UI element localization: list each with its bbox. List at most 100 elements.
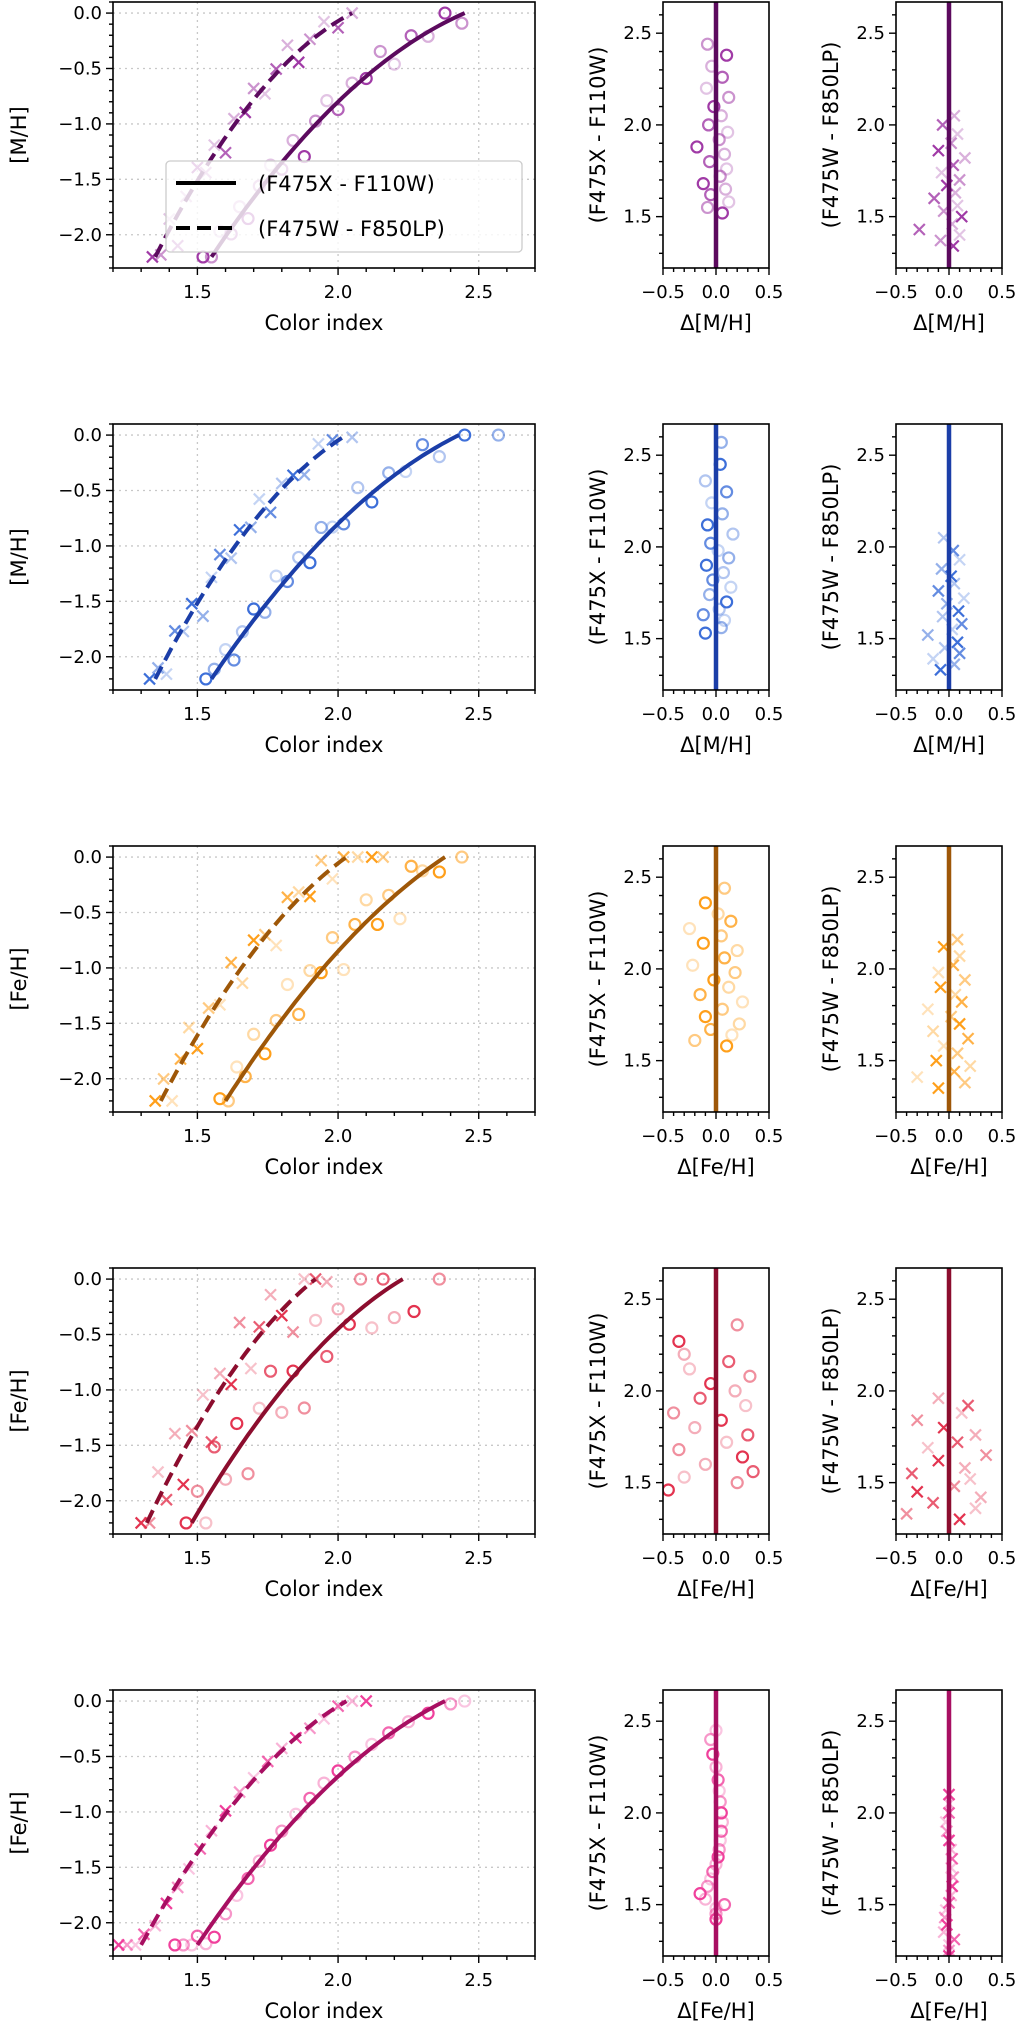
y-tick-label: −1.5 [58, 591, 102, 612]
residual-point-circle [735, 995, 750, 1009]
x-axis-label: Δ[Fe/H] [677, 1999, 754, 2023]
data-point-x [182, 1021, 196, 1034]
data-point-circle [303, 556, 317, 570]
x-tick-label: 0.5 [988, 1548, 1017, 1569]
residual-point-x [932, 1454, 945, 1467]
x-axis-label: Color index [265, 311, 384, 335]
y-tick-label: 2.0 [623, 1381, 652, 1402]
plot-area [134, 1272, 446, 1530]
y-tick-label: −1.0 [58, 114, 102, 135]
residual-point-circle [706, 1865, 720, 1879]
data-point-circle [179, 1516, 193, 1530]
residual-point-x [953, 1513, 966, 1526]
y-axis-label: (F475X - F110W) [586, 47, 610, 224]
data-point-circle [207, 1930, 221, 1944]
x-tick-label: 0.5 [755, 1970, 784, 1991]
y-tick-label: 2.5 [623, 1289, 652, 1310]
data-point-circle [176, 1938, 190, 1952]
data-point-circle [230, 1416, 244, 1431]
residual-point-circle [703, 588, 717, 602]
data-point-x [320, 1275, 334, 1289]
residual-point-circle [719, 48, 734, 62]
data-point-circle [458, 428, 472, 442]
y-tick-label: 2.5 [623, 1711, 652, 1732]
x-tick-label: 2.0 [324, 1126, 353, 1147]
data-point-x [151, 1465, 165, 1479]
residual-point-x [932, 584, 945, 598]
axes-frame [112, 1689, 536, 1957]
residual-point-circle [741, 1428, 755, 1442]
data-point-x [213, 548, 227, 561]
y-tick-label: 2.5 [856, 867, 885, 888]
residual-point-circle [701, 118, 716, 132]
residual-point-x [952, 604, 965, 618]
y-tick-label: 2.0 [623, 959, 652, 980]
residual-point-circle [717, 613, 732, 627]
plot-area [682, 846, 750, 1112]
data-point-x [281, 38, 294, 52]
residual-point-x [958, 1076, 972, 1089]
data-point-circle [444, 1697, 458, 1711]
y-tick-label: 2.5 [856, 1711, 885, 1732]
x-tick-label: 0.5 [988, 1970, 1017, 1991]
data-point-circle [303, 963, 317, 978]
y-tick-label: −2.0 [58, 1069, 102, 1090]
data-point-x [233, 1316, 246, 1329]
residual-point-x [953, 949, 966, 963]
y-axis-label: (F475W - F850LP) [819, 1308, 843, 1495]
residual-point-circle [722, 551, 736, 565]
y-tick-label: 2.0 [623, 1803, 652, 1824]
residual-point-circle [719, 1039, 734, 1053]
residual-point-circle [698, 474, 713, 488]
y-tick-label: 2.0 [856, 115, 885, 136]
fit-line-dashed [139, 1699, 348, 1946]
residual-point-x [951, 636, 964, 649]
main-panel: 1.5 2.0 2.5 0.0 −0.5 −1.0 −1.5 −2.0 Color index [… [7, 1267, 536, 1601]
data-point-x [148, 1919, 162, 1932]
data-point-circle [407, 1304, 421, 1319]
residual-point-x [932, 966, 945, 979]
x-tick-label: 0.0 [702, 704, 731, 725]
residual-point-x [958, 973, 972, 987]
y-axis-label: (F475X - F110W) [586, 1735, 610, 1912]
plot-area [113, 1694, 472, 1952]
data-point-x [168, 1427, 182, 1440]
residual-point-circle [696, 177, 710, 191]
residual-point-circle [703, 155, 717, 169]
residual-point-x [932, 144, 945, 157]
residual-point-circle [716, 565, 731, 580]
residual-point-x [969, 1502, 982, 1515]
residual-panel-2: −0.5 0.0 0.5 1.5 2.0 2.5 Δ[M/H] (F475W - F850LP… [819, 423, 1016, 757]
residual-panel-2: −0.5 0.0 0.5 1.5 2.0 2.5 Δ[Fe/H] (F475W - F850L… [819, 1689, 1017, 2023]
fit-line-dashed [159, 855, 348, 1102]
data-point-circle [348, 917, 362, 932]
data-point-x [208, 138, 221, 152]
residual-point-x [958, 151, 972, 165]
residual-point-circle [735, 1450, 750, 1464]
y-tick-label: 0.0 [73, 425, 102, 446]
x-tick-label: 0.0 [935, 704, 964, 725]
data-point-x [202, 1001, 215, 1015]
residual-point-circle [746, 1465, 760, 1479]
residual-point-circle [719, 485, 734, 499]
data-point-circle [365, 1321, 379, 1335]
data-point-x [236, 976, 249, 990]
data-point-x [233, 1785, 246, 1799]
data-point-x [224, 551, 238, 565]
data-point-circle [207, 1440, 221, 1454]
y-tick-label: 2.0 [856, 1381, 885, 1402]
residual-point-circle [728, 1384, 742, 1398]
data-point-x [148, 1094, 162, 1108]
residual-point-x [969, 1428, 982, 1442]
residual-point-x [930, 1054, 943, 1067]
fit-line-solid [223, 855, 447, 1102]
residual-point-x [961, 1032, 975, 1045]
residual-point-circle [677, 1347, 691, 1361]
data-point-circle [320, 94, 334, 108]
y-axis-label: (F475X - F110W) [586, 1313, 610, 1490]
x-tick-label: 0.0 [935, 282, 964, 303]
data-point-x [205, 1435, 218, 1449]
residual-point-x [951, 933, 964, 946]
data-point-x [196, 1388, 210, 1402]
data-point-x [298, 1272, 311, 1286]
